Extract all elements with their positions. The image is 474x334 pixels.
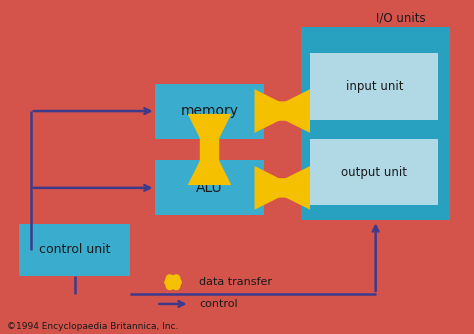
FancyBboxPatch shape [310,53,438,120]
Text: I/O units: I/O units [376,12,425,25]
Text: control unit: control unit [39,243,110,256]
FancyBboxPatch shape [155,84,264,139]
Text: output unit: output unit [341,166,408,178]
Text: memory: memory [181,104,238,118]
FancyBboxPatch shape [19,224,130,276]
Text: input unit: input unit [346,80,403,93]
FancyBboxPatch shape [310,139,438,205]
Text: data transfer: data transfer [199,277,272,287]
Text: ©1994 Encyclopaedia Britannica, Inc.: ©1994 Encyclopaedia Britannica, Inc. [7,322,179,331]
FancyBboxPatch shape [301,27,450,220]
FancyBboxPatch shape [155,160,264,215]
Text: control: control [199,299,237,309]
Text: ALU: ALU [196,181,223,195]
